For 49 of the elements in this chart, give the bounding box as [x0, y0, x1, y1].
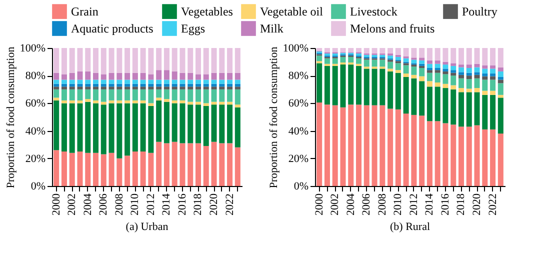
x-tick-label: 2008 — [113, 193, 126, 216]
x-tick-label: 2022 — [224, 194, 236, 216]
legend-label: Milk — [260, 22, 284, 36]
x-tick-label: 2000 — [313, 193, 326, 216]
y-tick-label: 60% — [25, 98, 46, 110]
x-tick-label: 2006 — [360, 193, 373, 216]
x-tick-label: 2014 — [160, 193, 173, 216]
text: (a) Urban — [126, 221, 169, 233]
x-tick-label: 2002 — [329, 194, 342, 216]
x-tick-label: 2018 — [455, 193, 468, 216]
y-tick-label: 0% — [30, 180, 46, 192]
legend-label: Melons and fruits — [350, 22, 435, 36]
y-tick-label: 100% — [282, 42, 308, 54]
legend-label: Grain — [71, 4, 98, 19]
y-tick-label: 20% — [25, 152, 46, 165]
legend-label: Poultry — [462, 4, 498, 19]
x-tick-label: 2004 — [82, 193, 94, 216]
x-tick-label: 2012 — [408, 194, 420, 216]
y-tick-label: 100% — [20, 42, 46, 54]
x-tick-label: 2004 — [344, 193, 357, 216]
y-tick-label: 40% — [288, 125, 308, 138]
y-tick-label: 20% — [288, 152, 308, 165]
y-tick-label: 40% — [25, 125, 46, 138]
x-tick-label: 2010 — [392, 193, 404, 216]
x-tick-label: 2002 — [66, 194, 78, 216]
legend-label: Eggs — [181, 22, 206, 36]
text: (b) Rural — [390, 221, 430, 233]
legend-label: Livestock — [350, 4, 398, 19]
y-tick-label: 80% — [25, 70, 46, 82]
x-tick-label: 2022 — [486, 194, 499, 216]
x-tick-label: 2020 — [471, 193, 484, 216]
x-tick-label: 2006 — [98, 193, 110, 216]
legend-label: Vegetable oil — [260, 4, 324, 19]
x-tick-label: 2016 — [439, 193, 452, 216]
legend-label: Vegetables — [181, 4, 234, 19]
x-tick-label: 2018 — [192, 193, 204, 216]
x-tick-label: 2000 — [50, 193, 62, 216]
x-tick-label: 2008 — [376, 193, 388, 216]
y-axis-title: Proportion of food consumption — [268, 46, 280, 188]
y-tick-label: 0% — [294, 180, 308, 192]
x-tick-label: 2014 — [424, 193, 436, 216]
y-axis-title: Proportion of food consumption — [4, 46, 17, 188]
y-tick-label: 80% — [288, 70, 308, 82]
x-tick-label: 2012 — [144, 194, 157, 216]
x-tick-label: 2020 — [208, 193, 220, 216]
legend-label: Aquatic products — [71, 22, 154, 36]
x-tick-label: 2016 — [176, 193, 188, 216]
x-tick-label: 2010 — [129, 193, 142, 216]
y-tick-label: 60% — [288, 98, 308, 110]
